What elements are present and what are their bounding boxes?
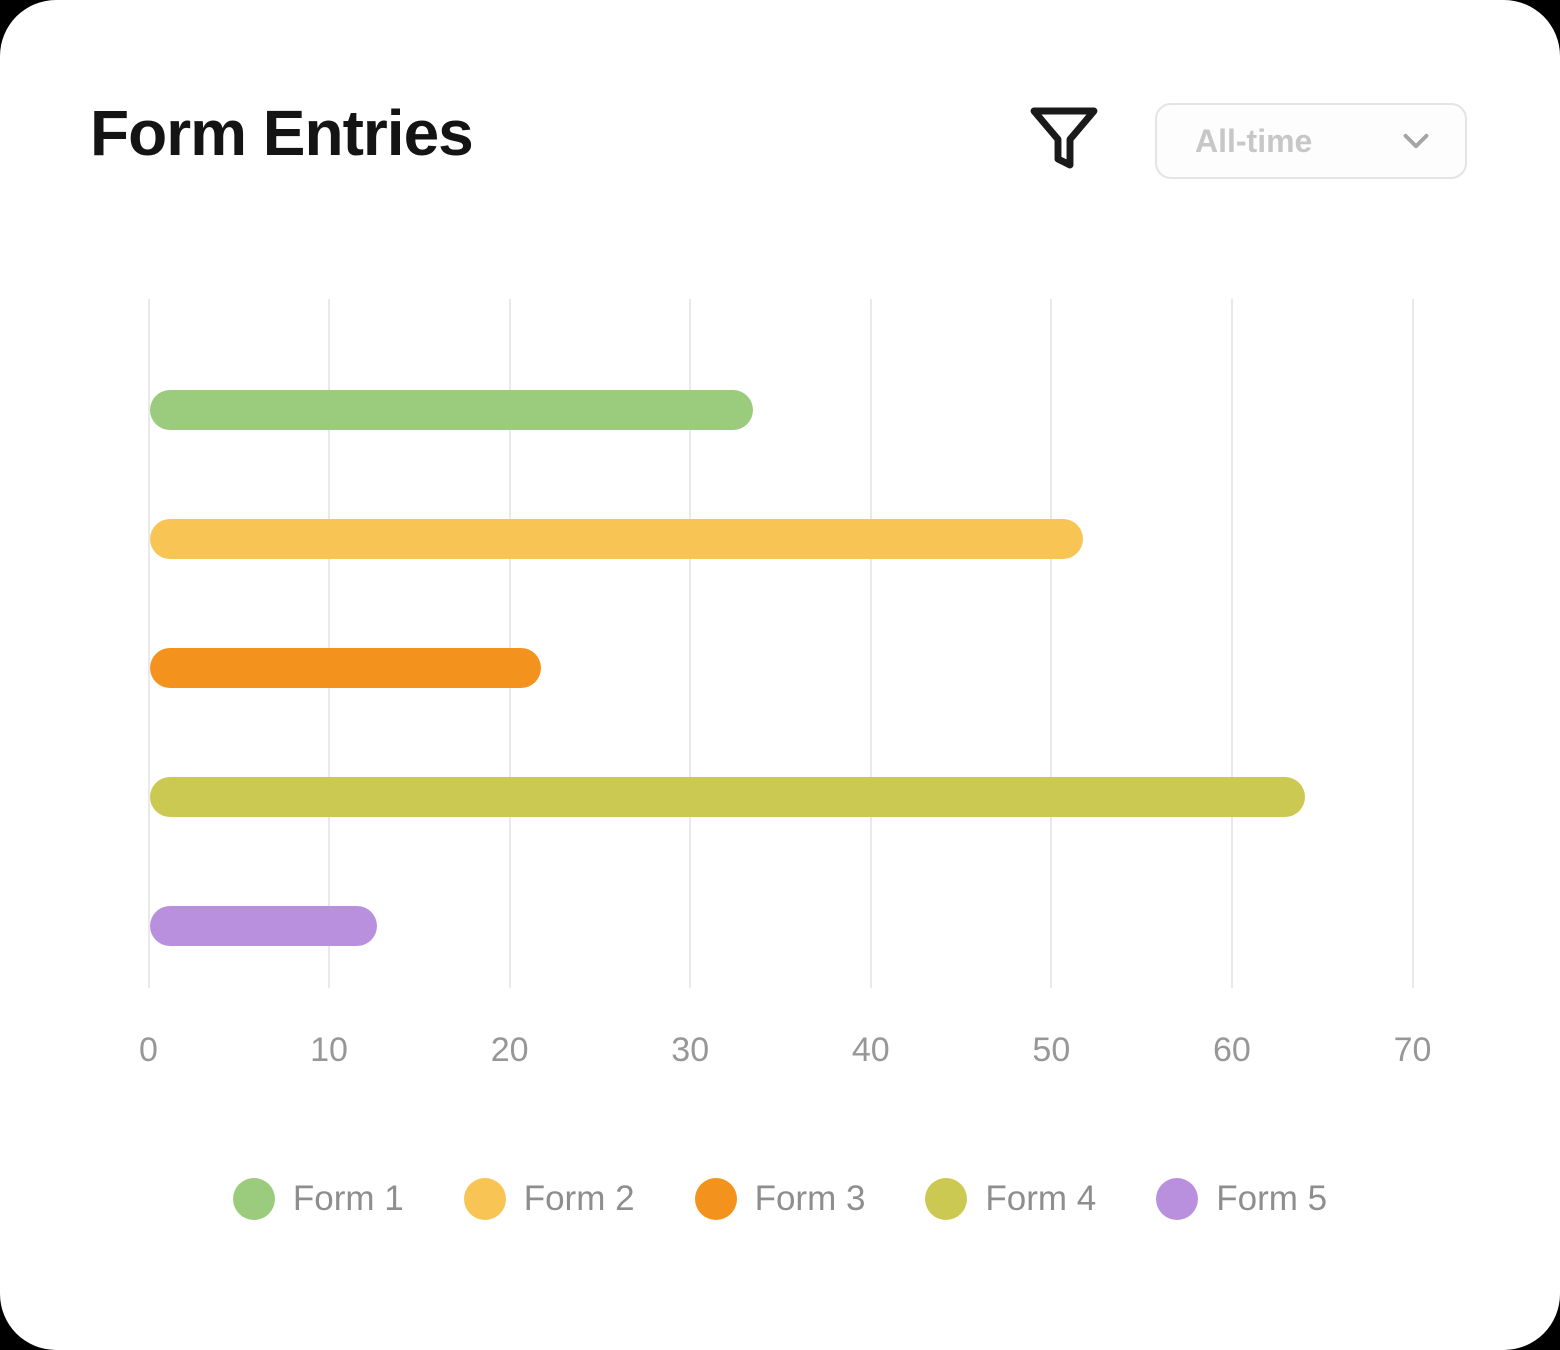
chart-legend: Form 1 Form 2 Form 3 Form 4 Form 5 (0, 1178, 1560, 1220)
x-tick-label-30: 30 (671, 1031, 710, 1069)
x-tick-label-70: 70 (1393, 1031, 1432, 1069)
gridline-20 (508, 299, 511, 988)
legend-label: Form 1 (292, 1179, 404, 1218)
gridline-40 (869, 299, 872, 988)
x-tick-label-0: 0 (139, 1031, 158, 1069)
bar-form-2 (149, 519, 1084, 560)
legend-swatch-icon (463, 1178, 506, 1220)
legend-swatch-icon (694, 1178, 737, 1220)
bar-form-1 (149, 390, 753, 430)
x-tick-label-60: 60 (1213, 1031, 1251, 1069)
gridline-30 (689, 299, 692, 988)
legend-label: Form 2 (523, 1179, 635, 1218)
legend-item-form-5[interactable]: Form 5 (1156, 1178, 1327, 1220)
time-range-select[interactable]: All-time (1155, 103, 1467, 179)
gridline-60 (1230, 299, 1233, 988)
legend-item-form-4[interactable]: Form 4 (925, 1178, 1096, 1220)
bar-form-3 (149, 648, 542, 689)
filter-button[interactable] (1026, 100, 1102, 176)
legend-swatch-icon (925, 1178, 968, 1220)
page-title: Form Entries (90, 97, 474, 169)
legend-swatch-icon (1156, 1178, 1199, 1220)
funnel-icon (1028, 102, 1100, 174)
gridline-50 (1050, 299, 1053, 988)
legend-item-form-1[interactable]: Form 1 (232, 1178, 404, 1220)
gridline-10 (328, 299, 331, 988)
legend-label: Form 4 (985, 1179, 1097, 1218)
x-tick-label-10: 10 (310, 1031, 348, 1069)
x-tick-label-20: 20 (490, 1031, 529, 1069)
legend-item-form-3[interactable]: Form 3 (694, 1178, 866, 1220)
legend-item-form-2[interactable]: Form 2 (463, 1178, 635, 1220)
legend-label: Form 3 (754, 1179, 866, 1218)
x-tick-label-40: 40 (851, 1031, 890, 1069)
bar-form-4 (149, 777, 1306, 818)
legend-label: Form 5 (1216, 1179, 1328, 1218)
gridline-70 (1411, 299, 1414, 988)
gridline-0 (147, 299, 150, 988)
legend-swatch-icon (232, 1178, 275, 1220)
chevron-down-icon (1395, 120, 1437, 162)
time-range-value: All-time (1195, 122, 1313, 159)
x-tick-label-50: 50 (1032, 1031, 1071, 1069)
bar-form-5 (149, 906, 378, 947)
